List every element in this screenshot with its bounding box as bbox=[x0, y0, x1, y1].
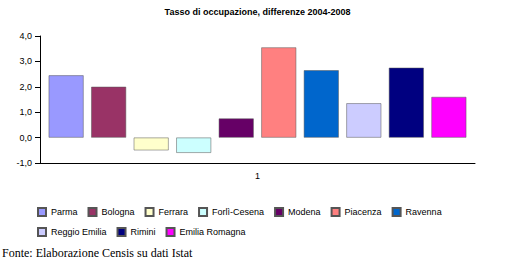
svg-text:Rimini: Rimini bbox=[131, 227, 156, 237]
svg-text:Ravenna: Ravenna bbox=[406, 207, 442, 217]
svg-text:Bologna: Bologna bbox=[102, 207, 135, 217]
svg-text:0,0: 0,0 bbox=[19, 133, 32, 143]
svg-text:Parma: Parma bbox=[51, 207, 78, 217]
svg-text:Reggio Emilia: Reggio Emilia bbox=[51, 227, 107, 237]
svg-text:3,0: 3,0 bbox=[19, 56, 32, 66]
svg-text:Tasso di occupazione, differen: Tasso di occupazione, differenze 2004-20… bbox=[165, 7, 351, 17]
svg-text:Ferrara: Ferrara bbox=[159, 207, 189, 217]
svg-text:Emilia Romagna: Emilia Romagna bbox=[180, 227, 246, 237]
svg-text:-1,0: -1,0 bbox=[16, 158, 32, 168]
svg-text:2,0: 2,0 bbox=[19, 82, 32, 92]
svg-text:Forlì-Cesena: Forlì-Cesena bbox=[212, 207, 264, 217]
svg-text:4,0: 4,0 bbox=[19, 31, 32, 41]
svg-text:Piacenza: Piacenza bbox=[345, 207, 382, 217]
svg-text:1: 1 bbox=[255, 171, 260, 181]
svg-text:1,0: 1,0 bbox=[19, 107, 32, 117]
svg-text:Fonte: Elaborazione Censis su: Fonte: Elaborazione Censis su dati Istat bbox=[2, 246, 193, 260]
svg-text:Modena: Modena bbox=[288, 207, 321, 217]
